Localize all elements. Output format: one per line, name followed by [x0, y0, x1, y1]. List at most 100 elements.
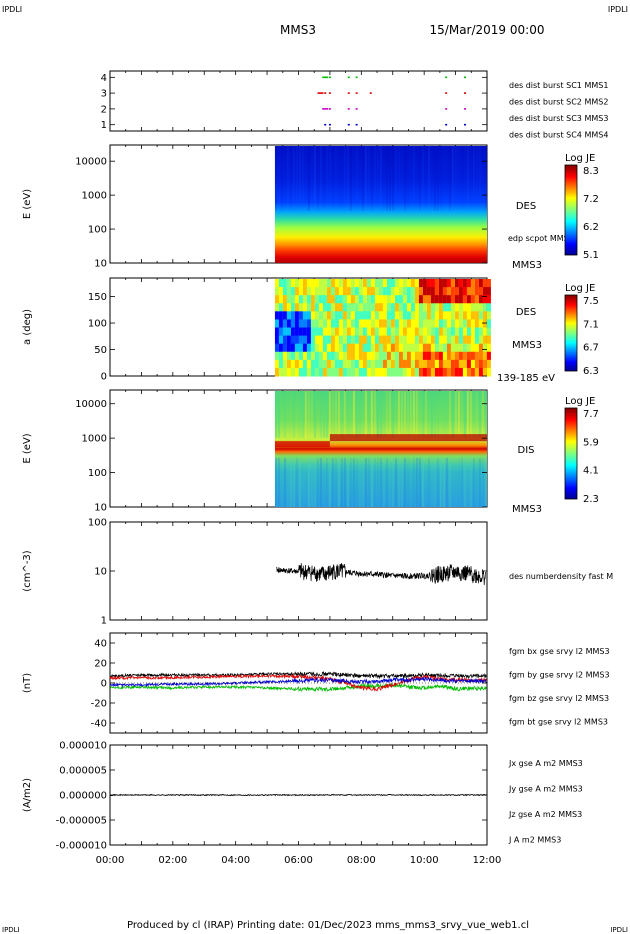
ytick-burst: 4 — [101, 73, 107, 84]
colorbar-title: Log JE — [565, 153, 595, 164]
ytick-dens: 100 — [88, 518, 107, 529]
ytick-burst: 1 — [101, 120, 107, 131]
des-pitch-label: DES — [516, 307, 536, 318]
dis-energy-spectrogram — [274, 391, 487, 507]
colorbar-tick: 7.7 — [583, 409, 599, 420]
ytick-cur: 0.000005 — [59, 766, 107, 777]
ytick-desP: 150 — [88, 292, 107, 303]
panel-fgm: fgm bx gse srvy l2 MMS3 fgm by gse srvy l… — [109, 647, 610, 727]
ytick-fgm: -20 — [91, 699, 107, 710]
burst-mark — [355, 92, 358, 94]
colorbar-tick: 6.3 — [583, 366, 599, 377]
colorbar-tick: 7.1 — [583, 319, 599, 330]
corner-label-top-left: IPDLI — [2, 5, 22, 14]
burst-legend-entry: des dist burst SC1 MMS1 — [509, 81, 608, 90]
ytick-desE: 100 — [88, 225, 107, 236]
burst-mark — [324, 123, 327, 126]
ylabel-fgm: (nT) — [22, 673, 33, 693]
panel-burst: des dist burst SC1 MMS1 des dist burst SC… — [317, 76, 608, 140]
panel-current: Jx gse A m2 MMS3 Jy gse A m2 MMS3 Jz gse A… — [109, 759, 583, 845]
burst-mark — [445, 92, 448, 94]
spacecraft-title: MMS3 — [280, 23, 316, 37]
time-axis: 00:00 02:00 04:00 06:00 08:00 10:00 12:00 — [96, 855, 502, 866]
burst-mark — [328, 76, 331, 79]
ytick-fgm: 40 — [94, 639, 107, 650]
panel-frame-burst — [109, 70, 488, 132]
burst-mark — [464, 76, 467, 79]
ytick-desP: 0 — [101, 372, 107, 383]
time-tick-label: 10:00 — [410, 855, 439, 866]
current-legend-entry: Jz gse A m2 MMS3 — [508, 810, 582, 819]
burst-mark — [347, 76, 350, 79]
ylabel-desP: a (deg) — [22, 309, 33, 345]
des-energy-spectrogram — [274, 146, 487, 263]
ytick-fgm: 20 — [94, 659, 107, 670]
time-tick-label: 06:00 — [284, 855, 313, 866]
panel-des-energy: DES edp scpot MMS3 MMS3 — [274, 146, 574, 271]
des-pitch-sublabel: MMS3 — [512, 340, 542, 351]
ytick-fgm: 0 — [101, 679, 107, 690]
burst-mark — [347, 108, 350, 110]
burst-legend-entry: des dist burst SC4 MMS4 — [509, 131, 608, 140]
fgm-legend-entry: fgm bz gse srvy l2 MMS3 — [509, 694, 609, 703]
colorbar-des_energy — [564, 164, 578, 256]
colorbar-tick: 4.1 — [583, 466, 599, 477]
burst-mark — [445, 108, 448, 110]
ytick-disE: 10 — [94, 503, 107, 514]
des-pitch-spectrogram — [274, 279, 491, 377]
burst-mark — [464, 108, 467, 110]
burst-mark — [347, 92, 350, 94]
ytick-dens: 10 — [94, 567, 107, 578]
colorbar-dis_energy — [564, 407, 578, 500]
density-legend-entry: des numberdensity fast M — [509, 572, 613, 581]
ylabel-disE: E (eV) — [22, 433, 33, 463]
dis-energy-label: DIS — [518, 445, 535, 456]
des-energy-sublabel: edp scpot MMS3 — [508, 234, 574, 243]
burst-mark — [322, 76, 329, 79]
des-energy-bottom-label: MMS3 — [512, 260, 542, 271]
ytick-cur: 0.000010 — [59, 741, 107, 752]
panel-frame-fgm — [109, 632, 488, 734]
des-pitch-energy-range: 139-185 eV — [497, 373, 555, 384]
fgm-line-bz — [109, 676, 487, 688]
burst-mark — [355, 123, 358, 126]
burst-mark — [464, 123, 467, 126]
burst-mark — [445, 123, 448, 126]
ytick-burst: 3 — [101, 89, 107, 100]
des-energy-label: DES — [516, 201, 536, 212]
colorbar-tick: 7.5 — [583, 296, 599, 307]
ylabel-dens: (cm^-3) — [22, 550, 33, 591]
burst-mark — [355, 108, 358, 110]
colorbar-title: Log JE — [565, 396, 595, 407]
corner-label-top-right: IPDLI — [608, 5, 628, 14]
density-line — [276, 563, 486, 586]
ytick-cur: -0.000005 — [56, 816, 107, 827]
panel-des-pitch: DES MMS3 139-185 eV — [274, 279, 555, 384]
colorbar-tick: 6.7 — [583, 343, 599, 354]
ytick-burst: 2 — [101, 104, 107, 115]
panel-density: des numberdensity fast M — [276, 563, 613, 586]
ytick-dens: 1 — [101, 616, 107, 627]
colorbar-tick: 2.3 — [583, 494, 599, 505]
ytick-disE: 10000 — [75, 399, 107, 410]
burst-mark — [355, 76, 358, 79]
ylabel-cur: (A/m2) — [22, 778, 33, 812]
time-tick-label: 04:00 — [221, 855, 250, 866]
corner-label-bottom-left: IPDLI — [2, 926, 20, 934]
burst-legend-entry: des dist burst SC3 MMS3 — [509, 114, 608, 123]
burst-mark — [347, 123, 350, 126]
ytick-desP: 100 — [88, 319, 107, 330]
time-tick-label: 08:00 — [347, 855, 376, 866]
current-legend-entry: Jy gse A m2 MMS3 — [508, 785, 583, 794]
footer-credit: Produced by cl (IRAP) Printing date: 01/… — [127, 920, 529, 931]
corner-label-bottom-right: IPDLI — [610, 926, 628, 934]
fgm-legend-entry: fgm bx gse srvy l2 MMS3 — [509, 647, 610, 656]
ytick-desE: 10000 — [75, 157, 107, 168]
time-tick-label: 12:00 — [473, 855, 502, 866]
fgm-legend-entry: fgm bt gse srvy l2 MMS3 — [509, 718, 608, 727]
ytick-fgm: -40 — [91, 719, 107, 730]
current-legend-entry: J A m2 MMS3 — [508, 836, 561, 845]
plot-datetime: 15/Mar/2019 00:00 — [430, 23, 545, 37]
burst-legend-entry: des dist burst SC2 MMS2 — [509, 98, 608, 107]
